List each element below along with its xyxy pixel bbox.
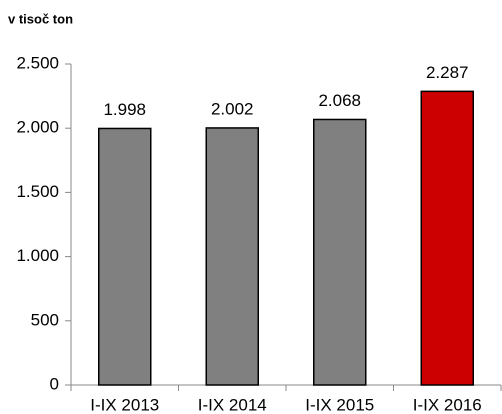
y-tick-label: 1.000 xyxy=(16,246,59,265)
x-tick-label: I-IX 2015 xyxy=(305,395,374,414)
chart-title: v tisoč ton xyxy=(8,11,73,26)
bar xyxy=(205,127,259,386)
bar xyxy=(420,90,474,386)
x-tick-label: I-IX 2016 xyxy=(413,395,482,414)
y-tick-label: 500 xyxy=(31,310,59,329)
y-tick-label: 2.500 xyxy=(16,53,59,72)
x-tick-label: I-IX 2013 xyxy=(90,395,159,414)
data-label: 2.068 xyxy=(318,91,361,110)
y-tick-label: 1.500 xyxy=(16,182,59,201)
y-tick-label: 2.000 xyxy=(16,118,59,137)
data-label: 2.002 xyxy=(211,99,254,118)
bar xyxy=(98,127,152,386)
data-label: 2.287 xyxy=(426,63,469,82)
data-label: 1.998 xyxy=(103,100,146,119)
bar xyxy=(313,118,367,386)
y-tick-label: 0 xyxy=(50,374,59,393)
x-tick-label: I-IX 2014 xyxy=(198,395,267,414)
